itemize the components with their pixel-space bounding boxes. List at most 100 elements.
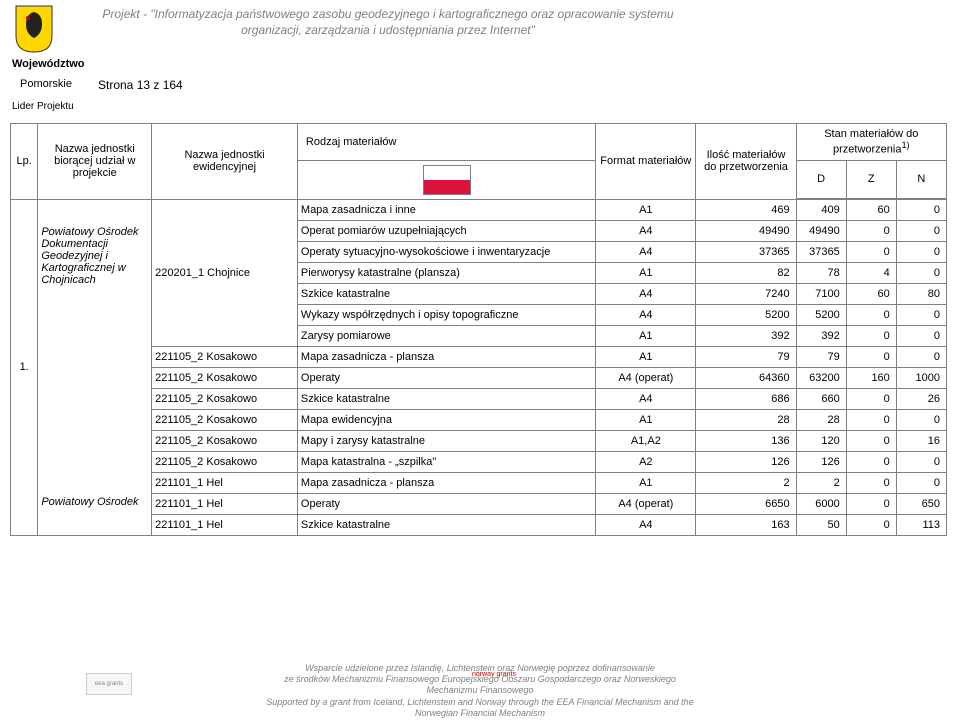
d-cell: 7100 <box>796 283 846 304</box>
format-cell: A1 <box>596 262 696 283</box>
qty-cell: 136 <box>696 430 796 451</box>
qty-cell: 126 <box>696 451 796 472</box>
z-cell: 160 <box>846 367 896 388</box>
d-cell: 63200 <box>796 367 846 388</box>
z-cell: 4 <box>846 262 896 283</box>
d-cell: 392 <box>796 325 846 346</box>
n-cell: 0 <box>896 199 946 220</box>
material-cell: Operaty sytuacyjno-wysokościowe i inwent… <box>297 241 595 262</box>
material-cell: Szkice katastralne <box>297 514 595 535</box>
flag-icon <box>423 165 471 195</box>
z-cell: 60 <box>846 199 896 220</box>
n-cell: 0 <box>896 325 946 346</box>
col-z: Z <box>846 160 896 198</box>
material-cell: Mapa zasadnicza - plansza <box>297 472 595 493</box>
format-cell: A4 <box>596 283 696 304</box>
col-fmt: Format materiałów <box>596 124 696 200</box>
unit-cell: Powiatowy Ośrodek Dokumentacji Geodezyjn… <box>38 199 152 535</box>
format-cell: A4 <box>596 514 696 535</box>
table-row: 221101_1 HelMapa zasadnicza - planszaA1 2… <box>11 472 947 493</box>
z-cell: 0 <box>846 409 896 430</box>
ev-cell: 221105_2 Kosakowo <box>152 388 298 409</box>
z-cell: 0 <box>846 304 896 325</box>
qty-cell: 686 <box>696 388 796 409</box>
col-lp: Lp. <box>11 124 38 200</box>
z-cell: 0 <box>846 388 896 409</box>
qty-cell: 64360 <box>696 367 796 388</box>
n-cell: 113 <box>896 514 946 535</box>
format-cell: A4 <box>596 241 696 262</box>
format-cell: A1,A2 <box>596 430 696 451</box>
z-cell: 0 <box>846 451 896 472</box>
d-cell: 120 <box>796 430 846 451</box>
material-cell: Mapa katastralna - „szpilka" <box>297 451 595 472</box>
n-cell: 0 <box>896 346 946 367</box>
qty-cell: 392 <box>696 325 796 346</box>
page-number: Strona 13 z 164 <box>98 78 183 92</box>
n-cell: 0 <box>896 262 946 283</box>
n-cell: 0 <box>896 409 946 430</box>
n-cell: 16 <box>896 430 946 451</box>
format-cell: A1 <box>596 346 696 367</box>
z-cell: 0 <box>846 325 896 346</box>
header-row-1: Lp. Nazwa jednostki biorącej udział w pr… <box>11 124 947 161</box>
d-cell: 660 <box>796 388 846 409</box>
format-cell: A2 <box>596 451 696 472</box>
d-cell: 5200 <box>796 304 846 325</box>
format-cell: A1 <box>596 409 696 430</box>
z-cell: 0 <box>846 430 896 451</box>
n-cell: 650 <box>896 493 946 514</box>
ev-cell: 221105_2 Kosakowo <box>152 346 298 367</box>
n-cell: 0 <box>896 220 946 241</box>
flag-cell <box>297 160 595 199</box>
qty-cell: 5200 <box>696 304 796 325</box>
lp-cell: 1. <box>11 199 38 535</box>
qty-cell: 7240 <box>696 283 796 304</box>
n-cell: 0 <box>896 472 946 493</box>
d-cell: 2 <box>796 472 846 493</box>
table-row: 221105_2 KosakowoOperatyA4 (operat)64360… <box>11 367 947 388</box>
material-cell: Operat pomiarów uzupełniających <box>297 220 595 241</box>
ev-cell: 221101_1 Hel <box>152 514 298 535</box>
n-cell: 0 <box>896 451 946 472</box>
format-cell: A4 <box>596 388 696 409</box>
qty-cell: 37365 <box>696 241 796 262</box>
qty-cell: 6650 <box>696 493 796 514</box>
material-cell: Mapa ewidencyjna <box>297 409 595 430</box>
ev-cell: 221101_1 Hel <box>152 493 298 514</box>
col-d: D <box>796 160 846 198</box>
n-cell: 0 <box>896 241 946 262</box>
data-table-container: Lp. Nazwa jednostki biorącej udział w pr… <box>10 123 947 536</box>
qty-cell: 82 <box>696 262 796 283</box>
region-name: Pomorskie <box>20 78 72 90</box>
z-cell: 0 <box>846 241 896 262</box>
format-cell: A4 (operat) <box>596 493 696 514</box>
material-cell: Mapa zasadnicza - plansza <box>297 346 595 367</box>
table-row: 221105_2 KosakowoMapa zasadnicza - plans… <box>11 346 947 367</box>
ev-cell: 221101_1 Hel <box>152 472 298 493</box>
table-row: 221105_2 KosakowoMapy i zarysy katastral… <box>11 430 947 451</box>
material-cell: Pierworysy katastralne (plansza) <box>297 262 595 283</box>
leader-label: Lider Projektu <box>12 101 74 112</box>
table-row: 221101_1 HelOperatyA4 (operat)6650600006… <box>11 493 947 514</box>
d-cell: 126 <box>796 451 846 472</box>
d-cell: 28 <box>796 409 846 430</box>
d-cell: 50 <box>796 514 846 535</box>
project-title: Projekt - "Informatyzacja państwowego za… <box>98 6 678 38</box>
ev-cell: 220201_1 Chojnice <box>152 199 298 346</box>
format-cell: A4 <box>596 304 696 325</box>
z-cell: 0 <box>846 493 896 514</box>
n-cell: 26 <box>896 388 946 409</box>
format-cell: A1 <box>596 472 696 493</box>
material-cell: Wykazy współrzędnych i opisy topograficz… <box>297 304 595 325</box>
format-cell: A4 (operat) <box>596 367 696 388</box>
qty-cell: 28 <box>696 409 796 430</box>
table-row: 221105_2 KosakowoMapa ewidencyjnaA128280… <box>11 409 947 430</box>
d-cell: 409 <box>796 199 846 220</box>
material-cell: Mapy i zarysy katastralne <box>297 430 595 451</box>
d-cell: 37365 <box>796 241 846 262</box>
col-mat-group: Rodzaj materiałów <box>297 124 595 161</box>
format-cell: A1 <box>596 199 696 220</box>
region-label: Województwo <box>12 58 85 70</box>
ev-cell: 221105_2 Kosakowo <box>152 367 298 388</box>
